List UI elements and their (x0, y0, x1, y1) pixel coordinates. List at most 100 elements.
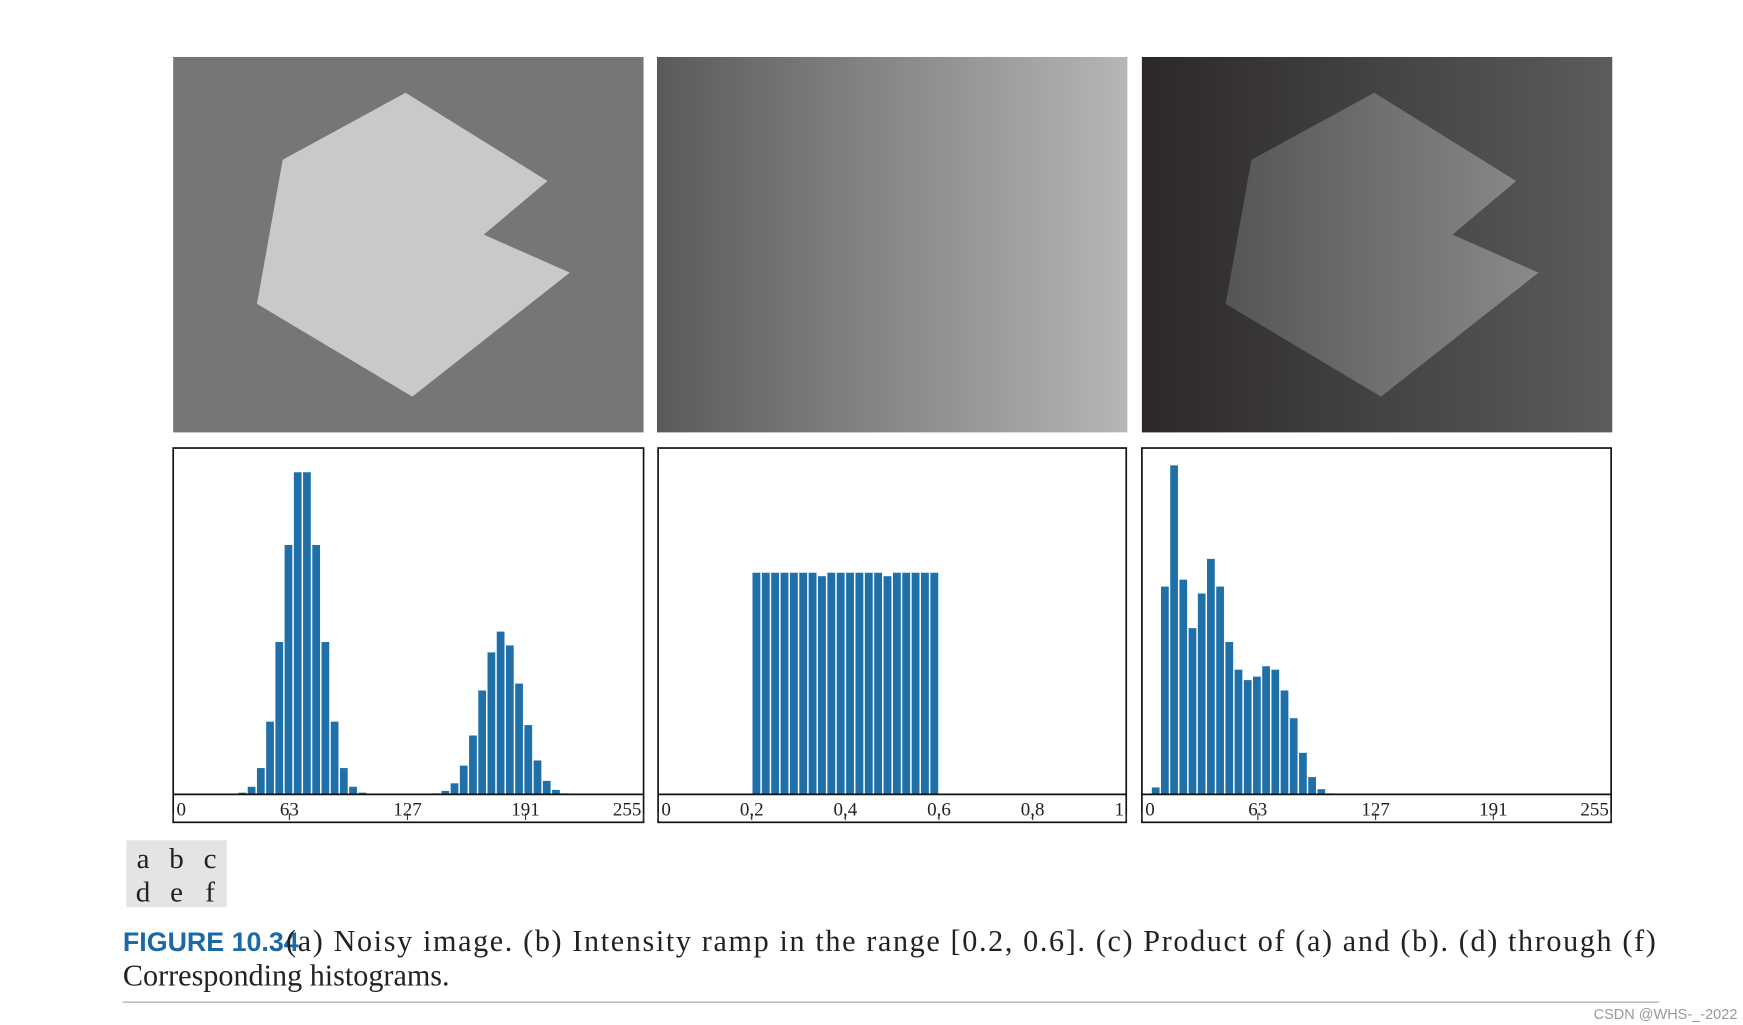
plot-frame (657, 447, 1128, 824)
bar (799, 572, 808, 795)
panel-label: a (137, 843, 150, 875)
bar (1234, 669, 1243, 795)
image-b (656, 56, 1128, 433)
bar (789, 572, 798, 795)
bar (1317, 789, 1326, 795)
bar (1299, 752, 1307, 795)
bar (1225, 641, 1234, 795)
x-tick-label: 0 (1145, 800, 1154, 821)
bar (1161, 586, 1169, 795)
x-tick-label: 63 (280, 800, 299, 821)
bar (864, 572, 873, 795)
bar (266, 721, 274, 795)
x-tick-label: 191 (1479, 800, 1507, 821)
image-a (173, 56, 644, 433)
bar (1289, 718, 1298, 795)
bar (771, 572, 780, 795)
x-tick-label: 255 (1580, 800, 1608, 821)
x-tick-label: 127 (1361, 800, 1389, 821)
bar (459, 765, 468, 795)
x-tick-label: 0,8 (1021, 800, 1045, 821)
bar (450, 783, 459, 795)
x-tick-label: 63 (1248, 800, 1267, 821)
bar (883, 576, 892, 795)
bar (808, 572, 817, 795)
x-tick-label: 0,6 (927, 800, 951, 821)
bar (542, 780, 551, 795)
bar (902, 572, 911, 795)
bar (1188, 628, 1197, 795)
histogram: 0 63 127 191 255 (1141, 447, 1612, 824)
bar (1151, 787, 1160, 795)
bar (827, 572, 836, 795)
bar (349, 786, 357, 795)
x-tick-label: 0 (177, 800, 187, 821)
bar (1197, 593, 1206, 795)
caption-line: (a) Noisy image. (b) Intensity ramp in t… (286, 924, 1656, 958)
bar (1262, 666, 1270, 795)
bar (1216, 586, 1224, 795)
bar (921, 572, 929, 795)
panel-label: d (136, 877, 151, 909)
caption-line: Corresponding histograms. (123, 958, 450, 992)
bar (293, 472, 302, 795)
bar (818, 576, 826, 795)
bar (487, 652, 496, 795)
x-tick-label: 0,2 (740, 800, 764, 821)
bar (752, 572, 761, 795)
bar (496, 631, 505, 795)
bar (238, 792, 247, 795)
bar (1179, 579, 1188, 795)
bar (1207, 558, 1215, 795)
bar (339, 768, 348, 795)
bar (312, 545, 321, 795)
bar (874, 572, 883, 795)
bar (911, 572, 920, 795)
bar (441, 790, 450, 795)
image-c (1141, 56, 1613, 433)
bar (330, 721, 339, 795)
bar (780, 572, 789, 795)
panel-label-box (126, 840, 227, 908)
bar (505, 645, 514, 795)
bar (1271, 669, 1280, 795)
bar (533, 760, 542, 795)
bar (1253, 676, 1261, 795)
x-tick-label: 0 (661, 800, 671, 821)
caption-label: FIGURE 10.34 (123, 927, 299, 957)
watermark: CSDN @WHS-_-2022 (1594, 1007, 1738, 1023)
bar (1308, 777, 1316, 795)
bar (303, 472, 311, 795)
bar (836, 572, 845, 795)
bar (552, 789, 560, 795)
bar (846, 572, 854, 795)
bar (1280, 690, 1289, 795)
bar (256, 768, 265, 795)
plot-frame (172, 447, 645, 824)
histogram: 0 63 127 191 255 (172, 447, 645, 824)
histogram: 0 0,2 0,4 0,6 0,8 1 (657, 447, 1128, 824)
bar (761, 572, 770, 795)
panel-label: b (169, 843, 184, 875)
bar (247, 786, 256, 795)
bar (515, 683, 523, 795)
x-tick-label: 127 (393, 800, 421, 821)
bar (524, 725, 533, 795)
x-tick-label: 1 (1115, 800, 1125, 821)
bar (855, 572, 864, 795)
bar (1170, 465, 1178, 795)
panel-label: f (205, 877, 215, 909)
bar (892, 572, 901, 795)
x-tick-label: 0,4 (833, 800, 857, 821)
bar (930, 572, 939, 795)
panel-label: e (170, 877, 183, 909)
bar (478, 690, 487, 795)
bar (358, 792, 367, 795)
panel-label: c (204, 843, 217, 875)
bar (321, 641, 330, 795)
x-tick-label: 191 (511, 800, 539, 821)
bar (1243, 680, 1252, 795)
bar (469, 735, 477, 795)
